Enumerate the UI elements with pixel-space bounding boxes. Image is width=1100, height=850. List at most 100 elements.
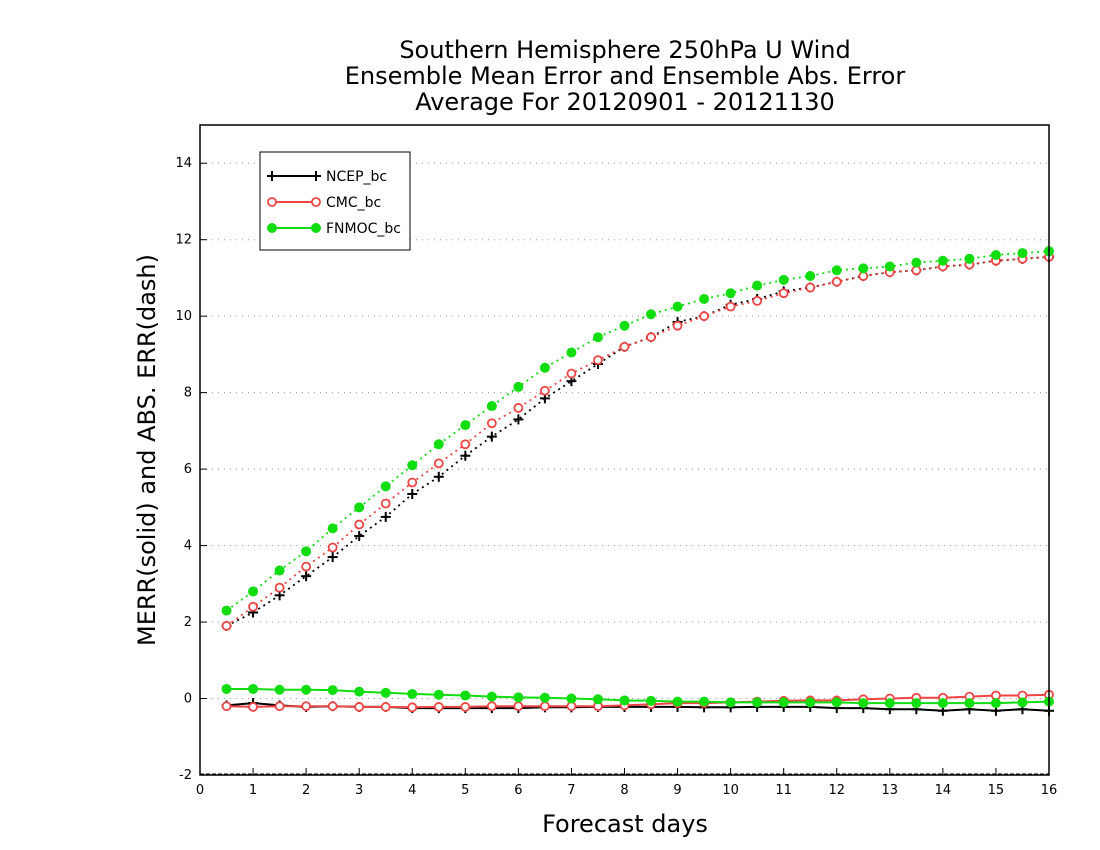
x-tick-label: 16 <box>1041 783 1058 798</box>
abs-err-point <box>301 546 312 557</box>
legend-item-CMC_bc: CMC_bc <box>267 195 381 211</box>
merr-point <box>380 687 391 698</box>
merr-point <box>964 698 975 709</box>
legend-marker <box>267 197 277 207</box>
x-tick-label: 7 <box>567 783 575 798</box>
merr-point <box>274 701 285 712</box>
abs-err-point <box>513 403 524 413</box>
grid-lines <box>200 162 1049 775</box>
abs-err-point <box>805 282 816 293</box>
abs-err-point <box>884 261 895 272</box>
x-tick-label: 1 <box>249 783 257 798</box>
abs-err-point <box>433 458 444 469</box>
merr-point <box>699 696 710 707</box>
legend-marker <box>311 197 321 207</box>
abs-err-point <box>592 332 603 343</box>
abs-err-point <box>1017 248 1028 259</box>
abs-err-point <box>354 531 365 542</box>
abs-err-point <box>752 280 763 291</box>
abs-err-point <box>593 355 603 366</box>
merr-point <box>327 685 338 696</box>
legend-marker <box>311 223 321 233</box>
abs-err-line <box>225 250 1050 612</box>
abs-err-point <box>513 381 524 392</box>
series-NCEP_bc <box>221 251 1054 716</box>
abs-err-point <box>672 301 683 312</box>
merr-point <box>354 702 365 712</box>
abs-err-point <box>327 552 338 563</box>
x-tick-label: 4 <box>408 783 416 798</box>
merr-point <box>884 698 895 709</box>
merr-point <box>407 688 418 699</box>
abs-err-point <box>327 523 338 534</box>
y-tick-label: 0 <box>184 692 192 707</box>
x-tick-label: 14 <box>935 783 952 798</box>
abs-err-point <box>407 488 418 499</box>
merr-point <box>433 702 444 712</box>
abs-err-point <box>831 265 842 276</box>
abs-err-point <box>937 255 948 266</box>
legend-marker <box>311 171 321 181</box>
x-tick-label: 6 <box>514 783 522 798</box>
merr-point <box>248 683 259 694</box>
x-tick-label: 13 <box>882 783 899 798</box>
x-tick-label: 5 <box>461 783 469 798</box>
merr-point <box>460 702 471 712</box>
merr-point <box>248 702 258 712</box>
merr-point <box>752 697 763 708</box>
abs-err-point <box>301 571 312 582</box>
abs-err-point <box>486 431 497 442</box>
merr-point <box>1017 697 1028 708</box>
series-CMC_bc <box>221 252 1054 713</box>
abs-err-point <box>407 460 418 471</box>
abs-err-point <box>380 511 391 522</box>
abs-err-point <box>539 362 550 373</box>
merr-point <box>566 693 577 704</box>
abs-err-point <box>778 274 789 285</box>
abs-err-point <box>699 293 710 304</box>
abs-err-point <box>725 301 736 312</box>
merr-point <box>911 698 922 709</box>
legend-label: NCEP_bc <box>326 169 387 185</box>
abs-err-point <box>274 582 285 593</box>
y-tick-label: 2 <box>184 615 192 630</box>
abs-err-point <box>725 288 736 299</box>
abs-err-point <box>566 347 577 358</box>
abs-err-point <box>858 263 869 274</box>
abs-err-point <box>619 320 630 331</box>
abs-err-point <box>911 257 922 268</box>
abs-err-point <box>619 341 630 352</box>
merr-point <box>460 690 471 701</box>
abs-err-point <box>831 276 842 287</box>
legend-item-FNMOC_bc: FNMOC_bc <box>267 221 401 237</box>
y-tick-label: 6 <box>184 462 192 477</box>
abs-err-point <box>778 288 789 299</box>
x-tick-label: 10 <box>722 783 739 798</box>
y-tick-label: 10 <box>175 309 192 324</box>
merr-point <box>858 698 869 709</box>
abs-err-point <box>327 542 338 553</box>
merr-point <box>539 692 550 703</box>
y-axis-label: MERR(solid) and ABS. ERR(dash) <box>133 254 161 646</box>
merr-point <box>274 684 285 695</box>
abs-err-point <box>354 502 365 513</box>
x-tick-label: 12 <box>828 783 845 798</box>
merr-point <box>778 697 789 708</box>
abs-err-point <box>540 385 550 396</box>
abs-err-point <box>407 477 418 488</box>
series-FNMOC_bc <box>221 246 1054 709</box>
y-tick-label: -2 <box>179 768 192 783</box>
abs-err-line <box>225 256 1050 627</box>
merr-point <box>937 698 948 709</box>
abs-err-point <box>699 311 709 322</box>
abs-err-line <box>226 256 1050 627</box>
abs-err-point <box>566 368 577 379</box>
abs-err-point <box>805 271 816 282</box>
merr-point <box>725 697 736 708</box>
chart-title-line-3: Average For 20120901 - 20121130 <box>415 88 835 116</box>
merr-point <box>990 698 1001 709</box>
abs-err-point <box>221 620 232 631</box>
merr-point <box>301 701 312 712</box>
